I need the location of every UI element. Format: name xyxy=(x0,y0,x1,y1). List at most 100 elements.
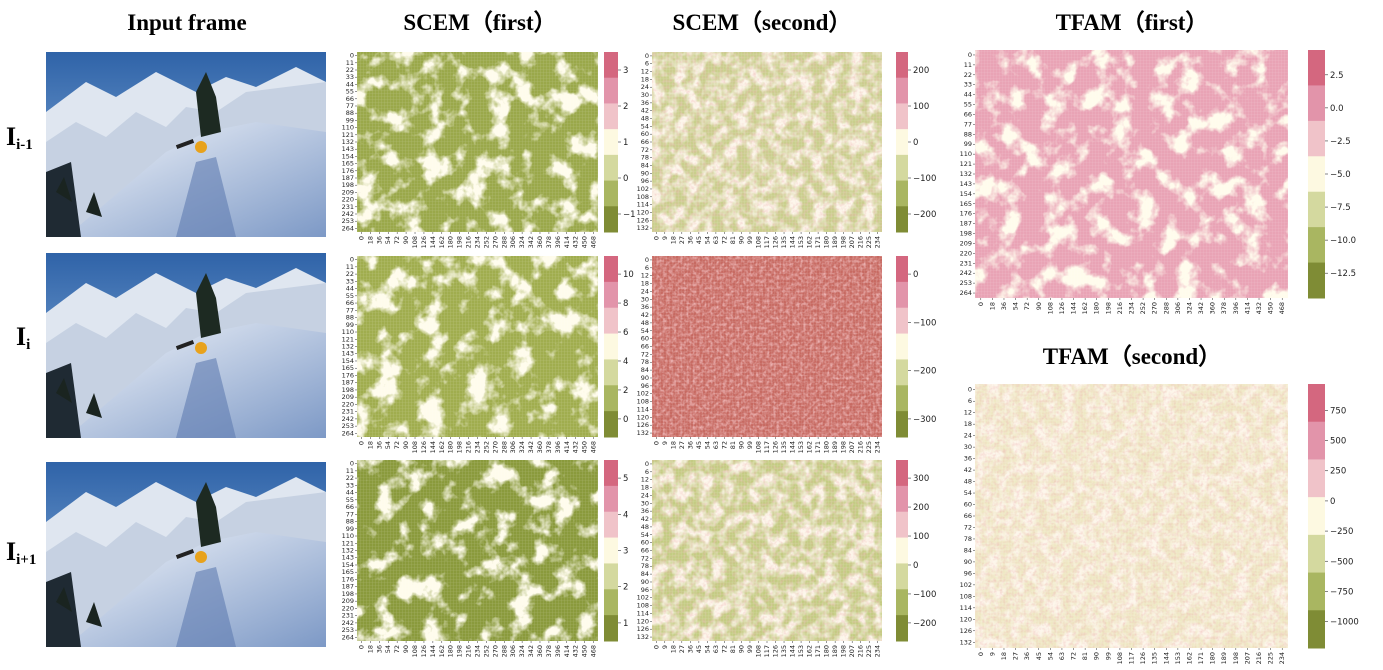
x-tick-label: 306 xyxy=(509,236,517,248)
y-tick-label: 30 xyxy=(964,443,972,451)
heatmap-mesh xyxy=(652,460,882,641)
x-tick-label: 162 xyxy=(806,236,814,248)
x-tick-label: 18 xyxy=(669,441,677,449)
x-tick-label: 45 xyxy=(1035,652,1043,660)
x-tick-label: 45 xyxy=(695,441,703,449)
x-tick-label: 162 xyxy=(806,441,814,453)
x-tick-label: 36 xyxy=(375,645,383,653)
x-tick-label: 306 xyxy=(1174,302,1182,314)
x-tick-label: 468 xyxy=(590,645,598,657)
y-tick-label: 12 xyxy=(641,476,649,484)
x-tick-label: 54 xyxy=(384,441,392,449)
x-tick-label: 54 xyxy=(703,441,711,449)
x-tick-label: 360 xyxy=(536,645,544,657)
y-tick-label: 60 xyxy=(964,501,972,509)
x-tick-label: 180 xyxy=(1209,652,1217,664)
x-tick-label: 18 xyxy=(1000,652,1008,660)
x-tick-label: 18 xyxy=(669,645,677,653)
x-tick-label: 54 xyxy=(1046,652,1054,660)
x-tick-label: 198 xyxy=(840,441,848,453)
y-tick-label: 78 xyxy=(641,154,649,162)
row-label: Ii+1 xyxy=(6,537,36,568)
y-tick-label: 102 xyxy=(637,390,649,398)
figure: Input frameSCEM（first）SCEM（second）TFAM（f… xyxy=(0,0,1383,670)
x-tick-label: 171 xyxy=(814,236,822,248)
colorbar-label: 2 xyxy=(623,386,628,396)
colorbar-segment xyxy=(604,282,618,308)
colorbar-segment xyxy=(1308,535,1325,573)
y-tick-label: 0 xyxy=(968,51,972,59)
colorbar-label: 0.0 xyxy=(1330,104,1344,114)
x-tick-label: 108 xyxy=(1116,652,1124,664)
x-tick-label: 99 xyxy=(746,236,754,244)
y-tick-label: 78 xyxy=(964,535,972,543)
y-tick-label: 22 xyxy=(964,71,972,79)
x-tick-label: 189 xyxy=(831,441,839,453)
colorbar-label: 300 xyxy=(913,474,929,484)
y-tick-label: 114 xyxy=(960,604,972,612)
colorbar-segment xyxy=(604,103,618,129)
x-tick-label: 198 xyxy=(456,645,464,657)
colorbar-label: −1000 xyxy=(1330,618,1359,628)
colorbar-label: 2 xyxy=(623,583,628,593)
x-tick-label: 198 xyxy=(840,236,848,248)
x-tick-label: 18 xyxy=(669,236,677,244)
colorbar-segment xyxy=(896,52,908,78)
colorbar-label: 2 xyxy=(623,102,628,112)
x-tick-label: 144 xyxy=(789,645,797,657)
colorbar-label: −100 xyxy=(913,590,936,600)
x-tick-label: 396 xyxy=(554,236,562,248)
colorbar-segment xyxy=(896,256,908,282)
x-tick-label: 252 xyxy=(482,645,490,657)
y-tick-label: 48 xyxy=(641,115,649,123)
colorbar-label: 0 xyxy=(623,415,628,425)
colorbar-label: 0 xyxy=(913,270,918,280)
heatmap-mesh xyxy=(652,52,882,232)
x-tick-label: 324 xyxy=(518,441,526,453)
y-tick-label: 108 xyxy=(960,592,972,600)
x-tick-label: 216 xyxy=(857,441,865,453)
y-tick-label: 0 xyxy=(968,386,972,394)
y-tick-label: 18 xyxy=(641,484,649,492)
x-tick-label: 180 xyxy=(823,236,831,248)
colorbar-label: −300 xyxy=(913,415,936,425)
x-tick-label: 162 xyxy=(438,236,446,248)
x-tick-label: 171 xyxy=(814,441,822,453)
x-tick-label: 225 xyxy=(865,236,873,248)
colorbar-label: −200 xyxy=(913,210,936,220)
x-tick-label: 216 xyxy=(465,236,473,248)
colorbar-segment xyxy=(896,308,908,334)
y-tick-label: 242 xyxy=(960,269,972,277)
y-tick-label: 88 xyxy=(964,130,972,138)
x-tick-label: 108 xyxy=(1046,302,1054,314)
x-tick-label: 54 xyxy=(384,645,392,653)
x-tick-label: 135 xyxy=(1151,652,1159,664)
y-tick-label: 36 xyxy=(641,507,649,515)
y-tick-label: 36 xyxy=(641,99,649,107)
y-tick-label: 78 xyxy=(641,358,649,366)
x-tick-label: 0 xyxy=(977,302,985,306)
row-label-base: I xyxy=(16,322,26,351)
x-tick-label: 144 xyxy=(789,236,797,248)
colorbar-label: −200 xyxy=(913,367,936,377)
colorbar-segment xyxy=(896,589,908,615)
y-tick-label: 84 xyxy=(964,546,972,554)
y-tick-label: 220 xyxy=(960,249,972,257)
x-tick-label: 117 xyxy=(1128,652,1136,664)
x-tick-label: 234 xyxy=(874,236,882,248)
colorbar-segment xyxy=(604,538,618,564)
x-tick-label: 360 xyxy=(1209,302,1217,314)
y-tick-label: 30 xyxy=(641,295,649,303)
y-tick-label: 54 xyxy=(641,327,649,335)
y-tick-label: 253 xyxy=(960,279,972,287)
x-tick-label: 180 xyxy=(823,441,831,453)
y-tick-label: 48 xyxy=(641,319,649,327)
x-tick-label: 36 xyxy=(686,441,694,449)
heatmap-mesh xyxy=(357,52,598,232)
x-tick-label: 234 xyxy=(874,441,882,453)
x-tick-label: 162 xyxy=(438,645,446,657)
x-tick-label: 450 xyxy=(581,441,589,453)
x-tick-label: 0 xyxy=(357,236,365,240)
colorbar-label: 3 xyxy=(623,66,628,76)
x-tick-label: 36 xyxy=(1000,302,1008,310)
